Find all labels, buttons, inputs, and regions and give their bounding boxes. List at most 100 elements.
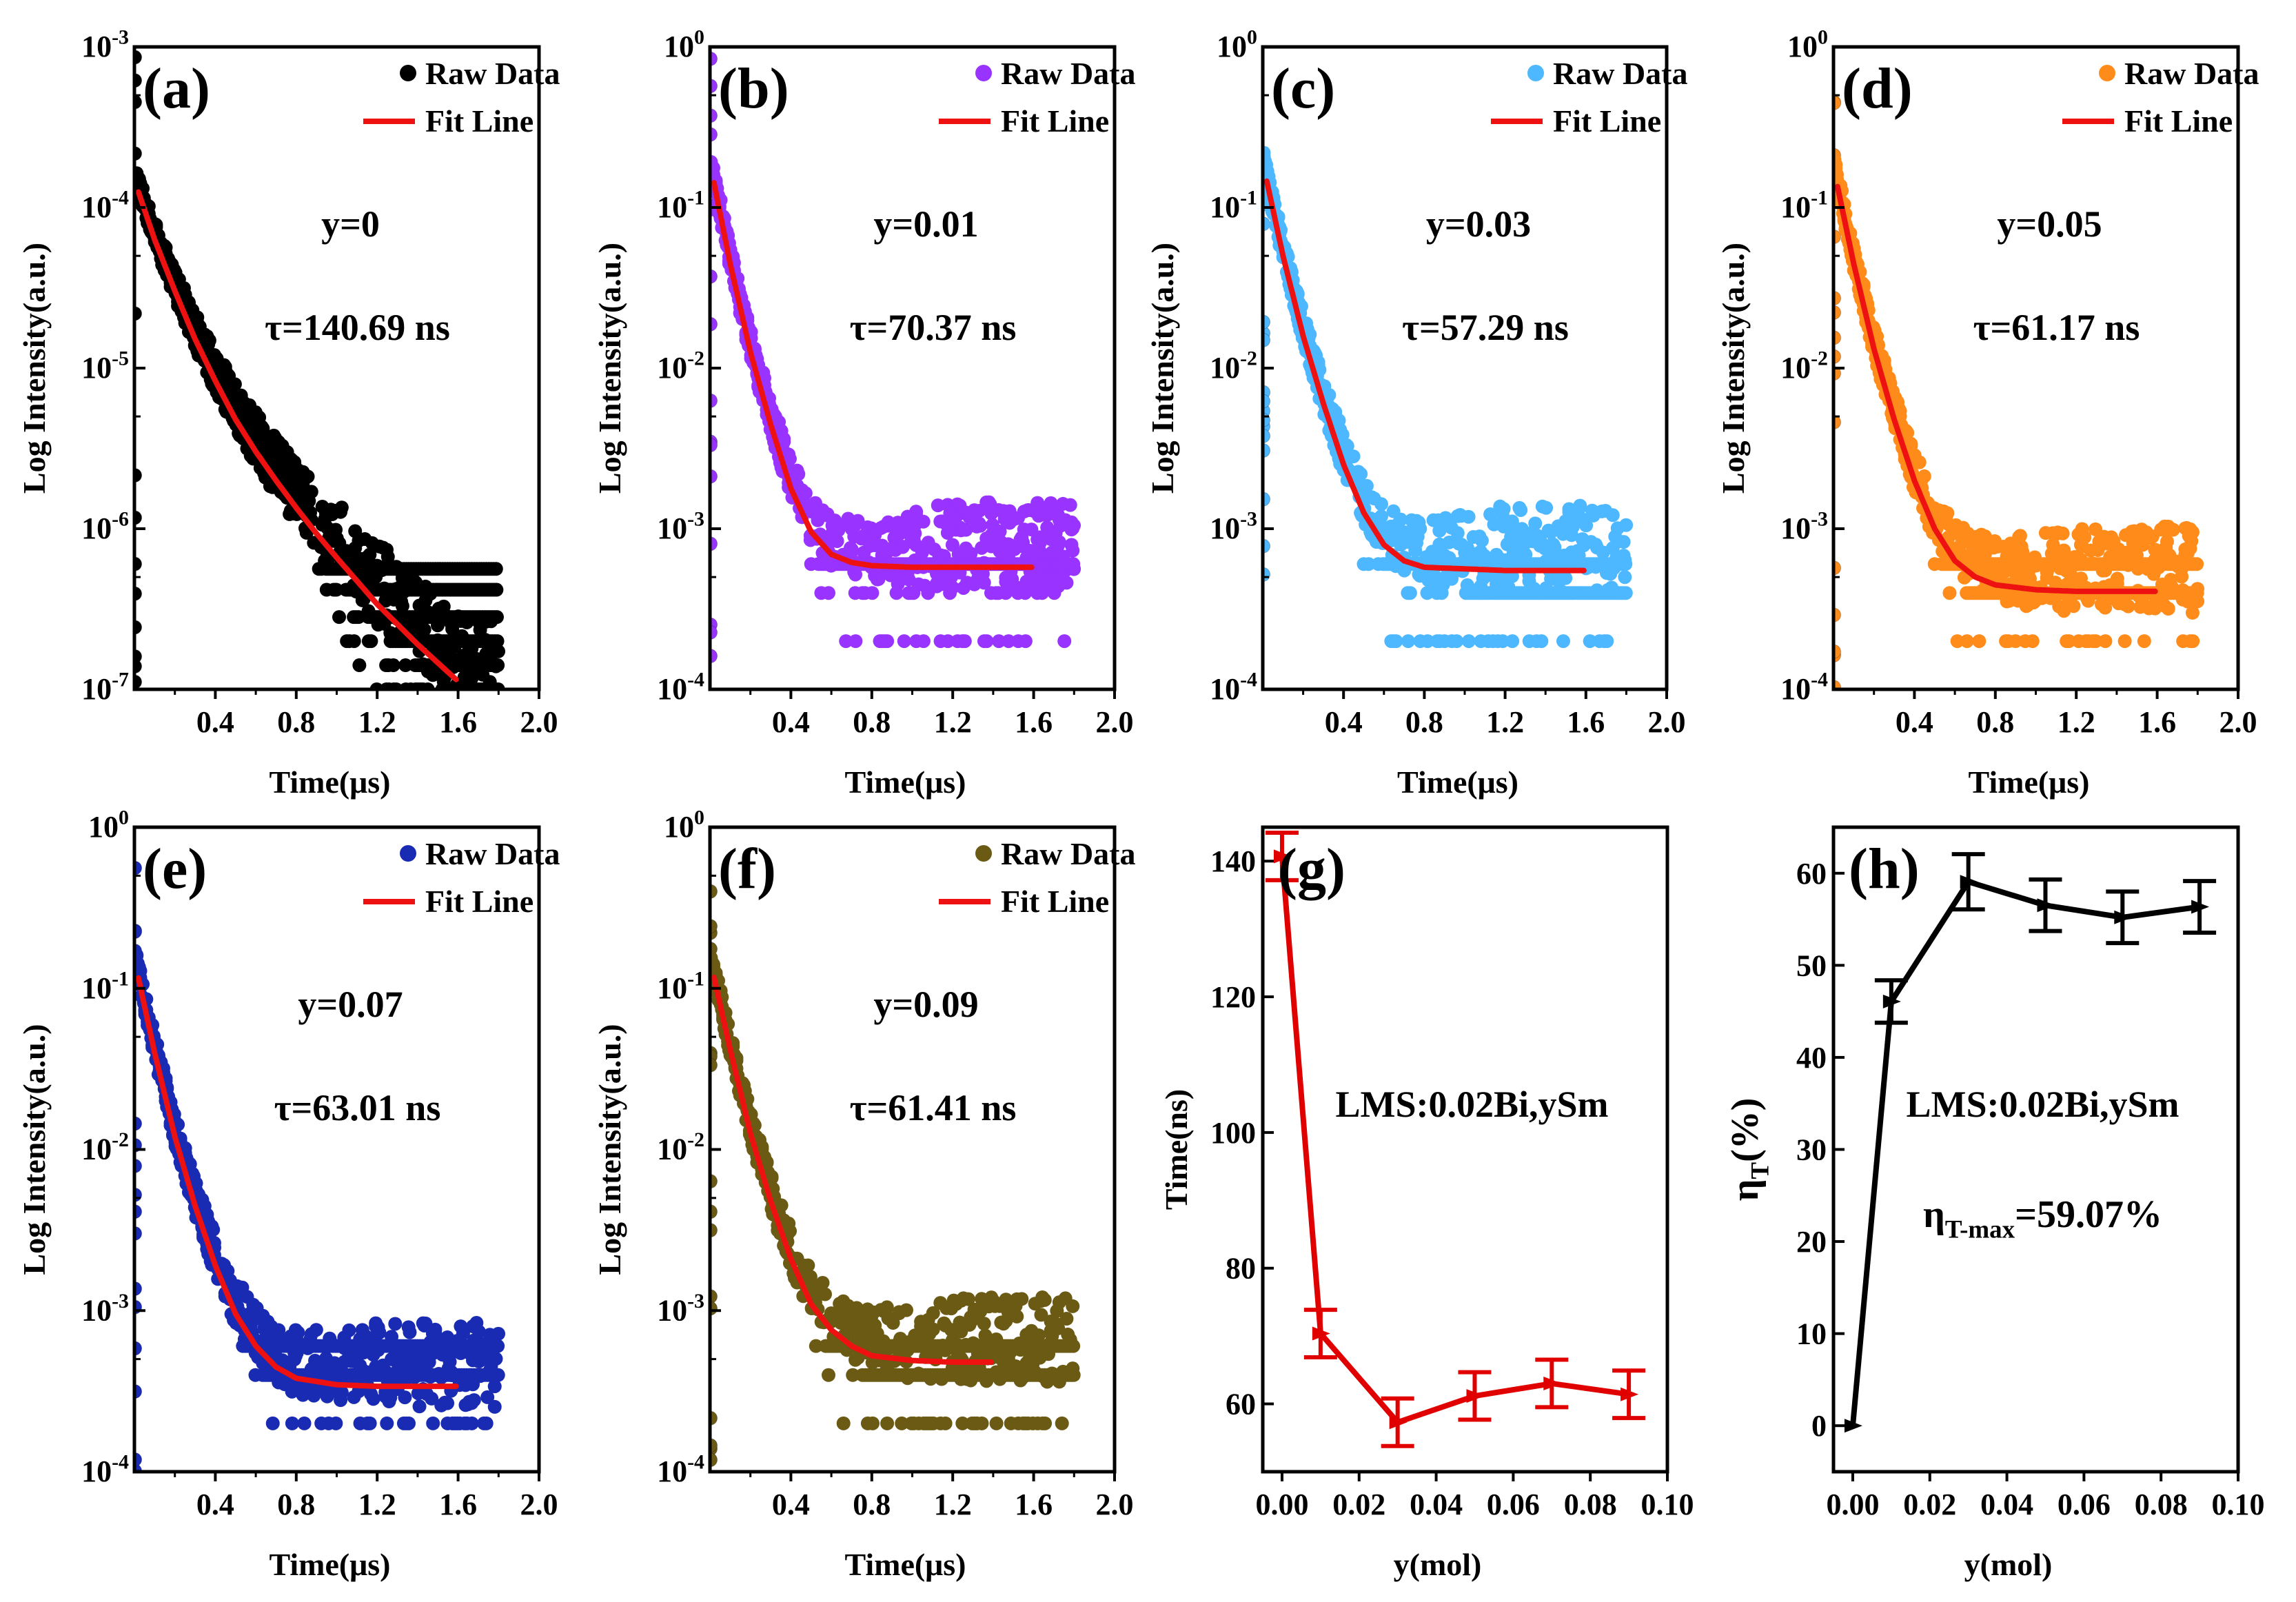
y-tick-label-exponent: -3: [112, 26, 129, 49]
y-tick-label: 10-4: [1210, 669, 1257, 706]
raw-data-point: [973, 518, 988, 533]
y-tick-label-base: 10: [657, 971, 687, 1005]
raw-data-point: [1015, 1292, 1029, 1306]
raw-data-point: [791, 467, 806, 481]
x-tick-label: 0.00: [1255, 1488, 1308, 1521]
raw-data-point: [412, 1399, 427, 1414]
raw-data-point: [1018, 634, 1033, 649]
y-tick-label-exponent: -1: [1811, 187, 1828, 210]
raw-data-point: [1547, 540, 1562, 554]
x-tick-label: 1.6: [439, 1488, 477, 1521]
raw-data-point: [1421, 634, 1435, 649]
y-axis-label: Log Intensity(a.u.): [17, 1024, 52, 1275]
raw-data-point: [2166, 523, 2180, 537]
raw-data-point: [977, 576, 991, 590]
raw-data-point: [764, 1171, 779, 1186]
raw-data-point: [1618, 557, 1633, 571]
raw-data-point: [487, 1379, 502, 1394]
data-point-marker: [1960, 875, 1978, 889]
data-layer: [134, 860, 506, 1472]
legend-raw-marker: [1527, 65, 1544, 81]
raw-data-point: [256, 421, 270, 436]
data-point-marker: [1543, 1376, 1562, 1390]
x-tick-label: 0.4: [196, 1488, 234, 1521]
y-tick-label: 10-7: [81, 669, 129, 706]
raw-data-point: [2055, 526, 2070, 540]
raw-data-point: [479, 1416, 494, 1430]
y-tick-label-base: 10: [657, 672, 687, 706]
legend-fit-label: Fit Line: [1553, 103, 1661, 139]
raw-data-point: [1940, 506, 1955, 520]
raw-data-point: [844, 543, 859, 557]
raw-data-point: [487, 1399, 502, 1414]
y-tick-label-exponent: -5: [112, 347, 129, 370]
raw-data-point: [440, 1396, 455, 1410]
raw-data-point: [1031, 1328, 1046, 1343]
raw-data-point: [1619, 518, 1634, 532]
y-tick-label-base: 10: [81, 1293, 112, 1327]
x-tick-label: 1.2: [358, 1488, 396, 1521]
raw-data-point: [926, 1306, 940, 1320]
fit-line: [1263, 178, 1587, 574]
x-tick-label: 0.4: [772, 705, 810, 739]
y-tick-label-exponent: -2: [1240, 347, 1257, 370]
legend-raw-marker: [400, 65, 416, 81]
raw-data-point: [1002, 634, 1016, 649]
data-point-marker: [2037, 898, 2055, 913]
y-tick-label: 100: [664, 26, 704, 63]
axes-frame: [1831, 825, 2240, 1474]
y-tick-label-base: 10: [81, 190, 112, 224]
panel-label: (g): [1278, 837, 1345, 901]
x-axis-label: Time(μs): [845, 764, 966, 800]
raw-data-point: [760, 1155, 774, 1169]
x-tick-label: 0.02: [1332, 1488, 1385, 1521]
raw-data-point: [2009, 634, 2023, 649]
x-tick-label: 2.0: [520, 705, 558, 739]
raw-data-point: [347, 634, 361, 649]
y-tick-label-base: 10: [81, 672, 112, 706]
raw-data-point: [1346, 449, 1361, 464]
x-tick-label: 1.2: [2058, 705, 2095, 739]
y-axis-label: Log Intensity(a.u.): [17, 243, 52, 494]
y-tick-label-exponent: -3: [687, 1290, 704, 1312]
raw-data-point: [993, 525, 1007, 539]
y-tick-label: 10-5: [81, 347, 129, 385]
y-tick-label: 80: [1226, 1252, 1256, 1286]
raw-data-point: [961, 1292, 975, 1306]
legend-fit-label: Fit Line: [1001, 884, 1109, 919]
raw-data-point: [1055, 1416, 1069, 1430]
raw-data-point: [1539, 500, 1554, 515]
annotation-y-value: y=0.03: [1426, 203, 1531, 245]
annotation-lifetime: τ=70.37 ns: [850, 307, 1017, 348]
raw-data-point: [880, 1300, 894, 1315]
raw-data-point: [474, 691, 487, 705]
raw-data-point: [916, 514, 931, 529]
x-tick-label: 0.8: [1976, 705, 2014, 739]
x-tick-label: 0.08: [2135, 1488, 2188, 1521]
raw-data-point: [363, 1416, 377, 1430]
raw-data-point: [2048, 576, 2062, 590]
raw-data-point: [398, 658, 413, 673]
raw-data-point: [1534, 634, 1549, 649]
fit-line: [711, 180, 1035, 570]
raw-data-point: [465, 671, 479, 686]
raw-data-point: [1059, 576, 1074, 590]
data-point-marker: [1312, 1326, 1330, 1341]
raw-data-point: [1528, 516, 1543, 531]
y-tick-label-exponent: -1: [1240, 187, 1257, 210]
annotation-y-value: y=0.07: [298, 984, 403, 1025]
raw-data-point: [1389, 634, 1403, 649]
raw-data-point: [1034, 1308, 1048, 1322]
y-tick-label: 120: [1210, 980, 1256, 1014]
raw-data-point: [865, 1416, 880, 1430]
raw-data-point: [1496, 502, 1511, 516]
raw-data-point: [2066, 599, 2081, 614]
y-tick-label-base: 10: [657, 351, 687, 385]
annotation-composition: LMS:0.02Bi,ySm: [1906, 1084, 2179, 1125]
raw-data-point: [1394, 512, 1408, 527]
x-tick-label: 0.04: [1410, 1488, 1463, 1521]
raw-data-point: [1057, 634, 1072, 649]
raw-data-point: [1361, 557, 1376, 571]
y-tick-label: 100: [664, 807, 704, 844]
